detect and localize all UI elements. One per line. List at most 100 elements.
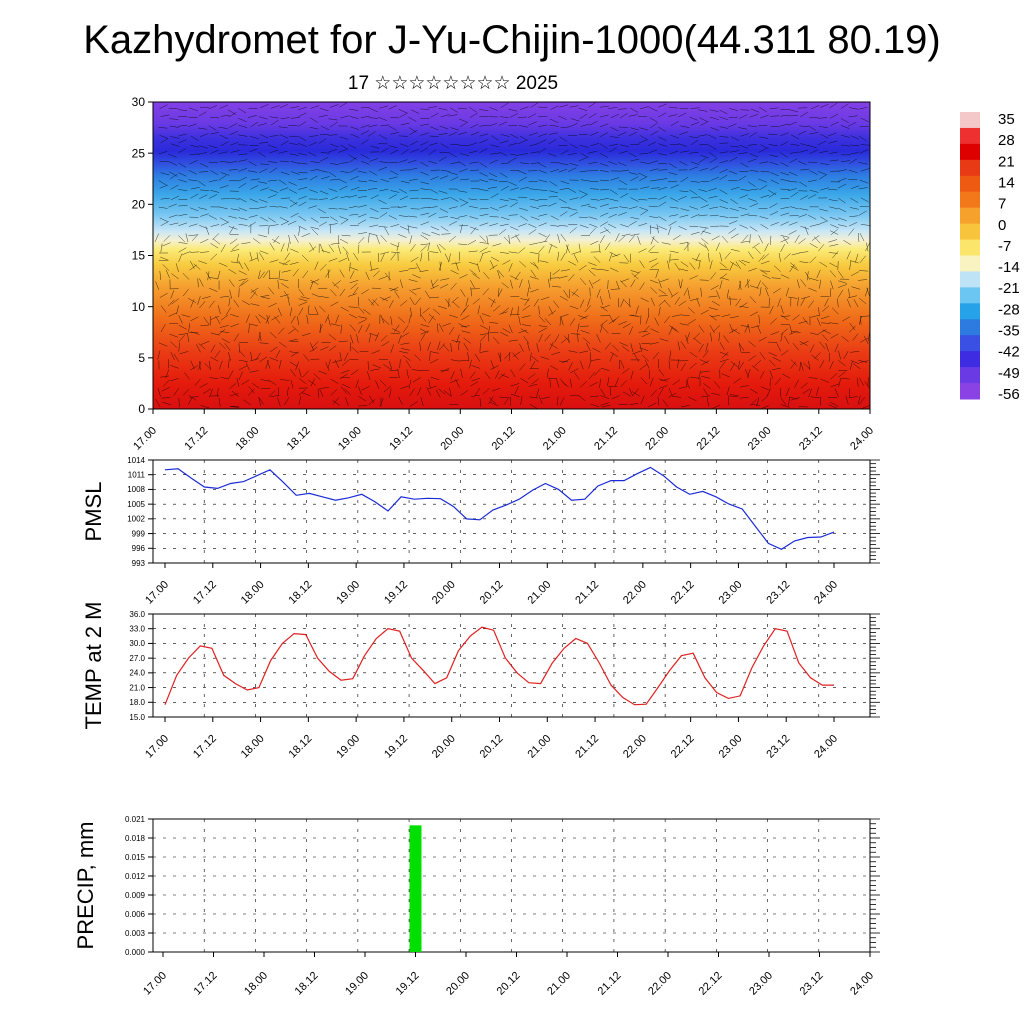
x-tick-label: 23.12: [798, 970, 826, 998]
x-tick-label: 17.00: [131, 425, 159, 453]
colorbar-label: -42: [998, 344, 1020, 361]
x-tick-label: 19.12: [382, 733, 410, 761]
x-tick-label: 24.00: [848, 970, 876, 998]
x-tick-label: 24.00: [812, 733, 840, 761]
colorbar-label: -35: [998, 323, 1020, 340]
plot-frame: [152, 818, 871, 953]
x-tick-label: 20.12: [478, 579, 506, 607]
x-tick-label: 23.12: [764, 733, 792, 761]
x-tick-label: 23.00: [717, 579, 745, 607]
x-tick-label: 20.12: [495, 970, 523, 998]
colorbar-swatch: [960, 207, 980, 225]
x-tick-label: 22.12: [669, 579, 697, 607]
x-tick-label: 17.12: [191, 579, 219, 607]
y-tick-label: 15.0: [129, 713, 145, 722]
x-tick-label: 24.00: [848, 425, 876, 453]
colorbar-label: 28: [998, 132, 1015, 149]
y-tick-label: 5: [138, 351, 145, 365]
heatmap-field: [153, 102, 870, 409]
y-tick-label: 20: [132, 198, 146, 212]
colorbar-swatch: [960, 191, 980, 209]
x-tick-label: 17.00: [141, 970, 169, 998]
x-tick-label: 22.00: [646, 970, 674, 998]
x-tick-label: 20.12: [490, 425, 518, 453]
x-tick-label: 19.00: [334, 733, 362, 761]
x-tick-label: 21.00: [525, 579, 553, 607]
x-tick-label: 17.12: [191, 733, 219, 761]
series-line: [164, 626, 834, 706]
colorbar-label: 7: [998, 196, 1006, 213]
colorbar-swatch: [960, 127, 980, 145]
colorbar-label: -28: [998, 301, 1020, 318]
x-tick-label: 23.12: [797, 425, 825, 453]
x-tick-label: 20.00: [430, 733, 458, 761]
y-tick-label: 0.000: [125, 948, 146, 957]
colorbar-label: 14: [998, 174, 1015, 191]
colorbar-swatch: [960, 175, 980, 193]
colorbar-swatch: [960, 367, 980, 384]
x-tick-label: 17.00: [143, 579, 171, 607]
y-tick-label: 36.0: [129, 610, 145, 619]
y-tick-label: 1008: [127, 485, 145, 494]
y-tick-label: 21.0: [129, 683, 145, 692]
x-tick-label: 19.00: [334, 579, 362, 607]
colorbar-swatch: [960, 383, 980, 400]
y-tick-label: 25: [132, 146, 146, 160]
colorbar-swatch: [960, 223, 980, 241]
chart-subtitle: 17 ☆☆☆☆☆☆☆☆ 2025: [347, 73, 559, 94]
x-tick-label: 18.00: [239, 733, 267, 761]
x-tick-label: 21.12: [573, 579, 601, 607]
x-tick-label: 20.12: [478, 733, 506, 761]
x-tick-label: 23.00: [746, 425, 774, 453]
x-tick-label: 23.00: [747, 970, 775, 998]
y-tick-label: 0.012: [125, 872, 146, 881]
x-tick-label: 21.00: [541, 425, 569, 453]
colorbar-swatch: [960, 319, 980, 336]
x-tick-label: 22.00: [621, 733, 649, 761]
x-tick-label: 21.12: [573, 733, 601, 761]
colorbar-swatch: [960, 287, 980, 304]
x-tick-label: 18.12: [293, 970, 321, 998]
x-tick-label: 18.12: [287, 579, 315, 607]
y-tick-label: 0.015: [125, 853, 146, 862]
x-tick-label: 20.00: [438, 425, 466, 453]
x-tick-label: 18.00: [234, 425, 262, 453]
x-tick-label: 24.00: [812, 579, 840, 607]
x-tick-label: 22.00: [621, 579, 649, 607]
x-tick-label: 19.12: [387, 425, 415, 453]
colorbar-label: -56: [998, 386, 1020, 403]
x-tick-label: 21.12: [596, 970, 624, 998]
x-tick-label: 18.00: [239, 579, 267, 607]
colorbar-swatch: [960, 239, 980, 256]
x-tick-label: 17.12: [182, 425, 210, 453]
y-tick-label: 996: [132, 544, 146, 553]
x-tick-label: 19.00: [336, 425, 364, 453]
y-tick-label: 30.0: [129, 639, 145, 648]
x-tick-label: 18.12: [287, 733, 315, 761]
x-tick-label: 22.12: [697, 970, 725, 998]
colorbar-swatch: [960, 351, 980, 368]
y-tick-label: 18.0: [129, 698, 145, 707]
x-tick-label: 22.12: [695, 425, 723, 453]
wind-barbs: [154, 102, 871, 410]
y-tick-label: 15: [132, 249, 146, 263]
x-tick-label: 23.00: [717, 733, 745, 761]
y-tick-label: 1014: [127, 456, 145, 465]
y-tick-label: 30: [132, 95, 146, 109]
series-line: [164, 466, 835, 550]
colorbar-label: -21: [998, 280, 1020, 297]
x-tick-label: 19.12: [382, 579, 410, 607]
y-tick-label: 0: [138, 402, 145, 416]
colorbar-label: 21: [998, 153, 1015, 170]
y-tick-label: 0.021: [125, 815, 146, 824]
x-tick-label: 20.00: [444, 970, 472, 998]
colorbar-swatch: [960, 335, 980, 352]
x-tick-label: 22.12: [669, 733, 697, 761]
y-axis-label: PMSL: [81, 482, 106, 542]
y-tick-label: 999: [132, 529, 146, 538]
colorbar-label: -14: [998, 259, 1020, 276]
colorbar-swatch: [960, 255, 980, 272]
colorbar-label: 35: [998, 111, 1015, 128]
x-tick-label: 22.00: [643, 425, 671, 453]
